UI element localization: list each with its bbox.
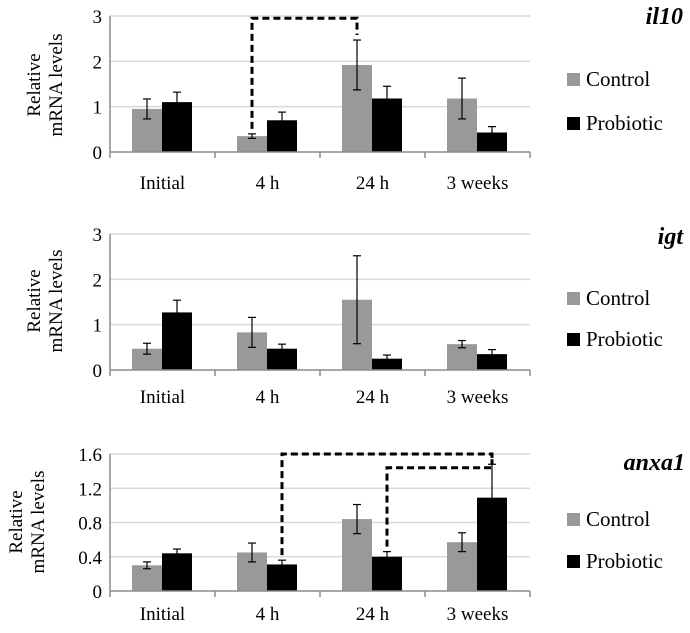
significance-bracket: [250, 16, 359, 129]
x-category-label: 3 weeks: [447, 173, 509, 194]
x-category-label: Initial: [140, 173, 185, 194]
x-category-label: 3 weeks: [447, 604, 509, 625]
legend-label-probiotic: Probiotic: [586, 549, 663, 573]
bar-probiotic: [162, 553, 192, 591]
legend-label-control: Control: [586, 286, 650, 310]
gene-title: igt: [658, 224, 685, 250]
y-tick-label: 2: [93, 52, 103, 73]
gene-title: il10: [646, 4, 683, 30]
legend-swatch-probiotic: [567, 117, 580, 130]
chart-panel-il10: Relative mRNA levels 0 1 2 3 Initial 4 h 24 h 3…: [24, 4, 683, 194]
bar-probiotic: [477, 132, 507, 152]
legend-swatch-control: [567, 73, 580, 86]
significance-bracket: [385, 459, 494, 547]
x-category-label: 4 h: [256, 387, 280, 408]
y-tick-label: 1: [93, 316, 103, 337]
significance-bracket: [280, 452, 494, 556]
chart-panel-anxa1: Relative mRNA levels 0 0.4 0.8 1.2 1.6 Initia…: [6, 445, 685, 625]
x-category-label: 24 h: [356, 387, 390, 408]
legend-swatch-probiotic: [567, 555, 580, 568]
bar-probiotic: [477, 354, 507, 370]
y-tick-label: 0.4: [78, 548, 102, 569]
y-axis-label-line-2: mRNA levels: [46, 34, 67, 137]
legend-label-control: Control: [586, 507, 650, 531]
x-category-label: 4 h: [256, 173, 280, 194]
legend-swatch-control: [567, 513, 580, 526]
bar-control: [237, 136, 267, 152]
legend-swatch-control: [567, 292, 580, 305]
x-category-label: Initial: [140, 387, 185, 408]
y-axis-label-line-1: Relative: [24, 53, 45, 116]
x-category-label: Initial: [140, 604, 185, 625]
bar-probiotic: [372, 358, 402, 370]
bar-control: [132, 565, 162, 591]
y-tick-label: 0: [93, 361, 103, 382]
x-category-label: 3 weeks: [447, 387, 509, 408]
chart-panel-igt: Relative mRNA levels 0 1 2 3 Initial 4 h 24 h 3…: [24, 224, 684, 408]
y-tick-label: 0: [93, 582, 103, 603]
y-tick-label: 2: [93, 270, 103, 291]
gene-title: anxa1: [624, 450, 685, 476]
y-axis-label-line-2: mRNA levels: [28, 471, 49, 574]
y-tick-label: 1.2: [78, 479, 102, 500]
y-tick-label: 1.6: [78, 445, 102, 466]
x-category-label: 24 h: [356, 173, 390, 194]
legend-label-probiotic: Probiotic: [586, 111, 663, 135]
y-tick-label: 0.8: [78, 514, 102, 535]
y-axis-label-line-2: mRNA levels: [46, 250, 67, 353]
legend-swatch-probiotic: [567, 333, 580, 346]
y-tick-label: 1: [93, 98, 103, 119]
bar-control: [447, 344, 477, 370]
y-axis-label-line-1: Relative: [6, 490, 27, 553]
y-axis-label-line-1: Relative: [24, 269, 45, 332]
x-category-label: 4 h: [256, 604, 280, 625]
bar-control: [132, 348, 162, 370]
y-tick-label: 3: [93, 225, 103, 246]
x-category-label: 24 h: [356, 604, 390, 625]
bar-probiotic: [267, 348, 297, 370]
legend-label-control: Control: [586, 67, 650, 91]
y-tick-label: 3: [93, 7, 103, 28]
y-tick-label: 0: [93, 143, 103, 164]
legend-label-probiotic: Probiotic: [586, 327, 663, 351]
